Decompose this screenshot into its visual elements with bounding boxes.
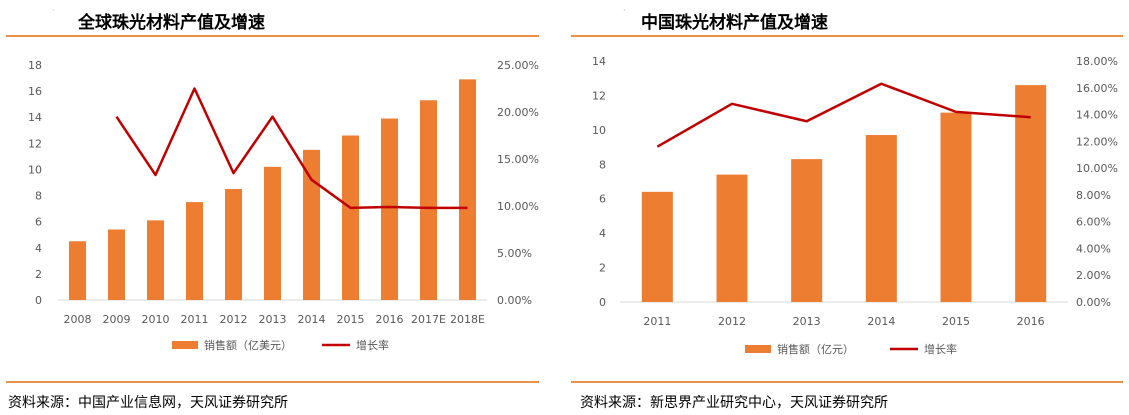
right-axis-tick-label: 8.00% — [1076, 189, 1111, 202]
left-axis-tick-label: 16 — [28, 85, 42, 98]
x-axis-tick-label: 2012 — [220, 313, 248, 326]
bar — [342, 135, 359, 300]
x-axis-tick-label: 2017E — [411, 313, 446, 326]
top-rule — [6, 35, 539, 37]
bar — [940, 112, 972, 303]
x-axis-tick-label: 2008 — [64, 313, 92, 326]
bar — [381, 118, 398, 301]
left-axis-tick-label: 12 — [28, 137, 42, 150]
left-axis-tick-label: 6 — [599, 193, 606, 206]
china-chart-panel: · 中国珠光材料产值及增速 0 2 4 6 8 10 12 14 0.00% 2.00% 4.00%… — [565, 0, 1129, 415]
x-axis-tick-label: 2018E — [450, 313, 485, 326]
source-note: 资料来源：新思界产业研究中心，天风证券研究所 — [580, 395, 888, 411]
left-axis-tick-label: 2 — [599, 262, 606, 275]
x-axis-tick-label: 2016 — [376, 313, 404, 326]
legend-bar-label: 销售额（亿美元） — [204, 338, 292, 352]
right-axis-tick-label: 25.00% — [497, 59, 539, 72]
x-axis-tick-label: 2013 — [259, 313, 287, 326]
left-axis-tick-label: 0 — [599, 296, 606, 309]
bar — [716, 174, 748, 302]
x-axis-tick-label: 2010 — [142, 313, 170, 326]
growth-rate-line — [656, 82, 1031, 148]
x-axis-tick-label: 2009 — [103, 313, 131, 326]
global-chart-panel: · 全球珠光材料产值及增速 0 2 4 6 8 10 12 14 16 18 0.00% 5.00% 1… — [0, 0, 540, 415]
left-axis-tick-label: 4 — [599, 227, 606, 240]
bar — [225, 189, 242, 300]
bar — [69, 241, 86, 300]
right-axis-tick-label: 15.00% — [497, 153, 539, 166]
legend-line-label: 增长率 — [924, 342, 957, 356]
bar — [264, 166, 281, 300]
left-axis-tick-label: 10 — [592, 124, 606, 137]
right-axis-tick-label: 4.00% — [1076, 242, 1111, 255]
left-axis-tick-label: 14 — [28, 111, 42, 124]
right-axis-tick-label: 14.00% — [1076, 109, 1118, 122]
left-axis-tick-label: 8 — [599, 158, 606, 171]
bar — [420, 100, 437, 300]
x-axis-tick-label: 2016 — [1017, 315, 1045, 328]
chart-title: 全球珠光材料产值及增速 — [78, 13, 265, 33]
right-axis-tick-label: 10.00% — [497, 200, 539, 213]
right-axis-tick-label: 16.00% — [1076, 82, 1118, 95]
legend-bar-swatch — [172, 341, 198, 349]
bar — [865, 135, 897, 302]
right-axis-tick-label: 0.00% — [497, 294, 532, 307]
right-axis-tick-label: 10.00% — [1076, 162, 1118, 175]
x-axis-tick-label: 2012 — [718, 315, 746, 328]
bar — [147, 220, 164, 300]
x-axis-tick-label: 2011 — [643, 315, 671, 328]
left-axis-tick-label: 8 — [35, 190, 42, 203]
bar — [186, 202, 203, 300]
legend-line-label: 增长率 — [356, 338, 389, 352]
left-axis-tick-label: 2 — [35, 268, 42, 281]
right-axis-tick-label: 0.00% — [1076, 296, 1111, 309]
bar — [791, 159, 823, 302]
bottom-rule — [571, 381, 1123, 383]
x-axis-tick-label: 2014 — [298, 313, 326, 326]
bar — [641, 191, 673, 302]
title-marker: · — [52, 6, 55, 15]
chart-title: 中国珠光材料产值及增速 — [641, 13, 828, 33]
left-axis-tick-label: 4 — [35, 242, 42, 255]
bar — [459, 79, 476, 300]
growth-rate-line — [115, 87, 468, 210]
right-axis-tick-label: 18.00% — [1076, 55, 1118, 68]
legend-bar-swatch — [745, 345, 771, 353]
left-axis-tick-label: 18 — [28, 59, 42, 72]
right-axis-tick-label: 12.00% — [1076, 135, 1118, 148]
left-axis-tick-label: 0 — [35, 294, 42, 307]
left-axis-tick-label: 10 — [28, 163, 42, 176]
global-chart: 0 2 4 6 8 10 12 14 16 18 0.00% 5.00% 10.00% 15.00% 20.… — [28, 59, 539, 352]
legend-bar-label: 销售额（亿元） — [777, 342, 854, 356]
left-axis-tick-label: 12 — [592, 89, 606, 102]
right-axis-tick-label: 20.00% — [497, 106, 539, 119]
right-axis-tick-label: 6.00% — [1076, 216, 1111, 229]
x-axis-tick-label: 2013 — [793, 315, 821, 328]
right-axis-tick-label: 2.00% — [1076, 269, 1111, 282]
x-axis-tick-label: 2015 — [337, 313, 365, 326]
china-chart: 0 2 4 6 8 10 12 14 0.00% 2.00% 4.00% 6.00% 8.00% 10.0… — [592, 55, 1118, 356]
x-axis-tick-label: 2011 — [181, 313, 209, 326]
bar — [1015, 85, 1047, 302]
bottom-rule — [6, 381, 539, 383]
right-axis-tick-label: 5.00% — [497, 247, 532, 260]
title-marker: · — [623, 6, 626, 15]
x-axis-tick-label: 2014 — [867, 315, 895, 328]
bar — [303, 149, 320, 300]
top-rule — [571, 35, 1123, 37]
bar — [108, 229, 125, 300]
left-axis-tick-label: 6 — [35, 216, 42, 229]
left-axis-tick-label: 14 — [592, 55, 606, 68]
source-note: 资料来源：中国产业信息网，天风证券研究所 — [8, 395, 288, 411]
x-axis-tick-label: 2015 — [942, 315, 970, 328]
